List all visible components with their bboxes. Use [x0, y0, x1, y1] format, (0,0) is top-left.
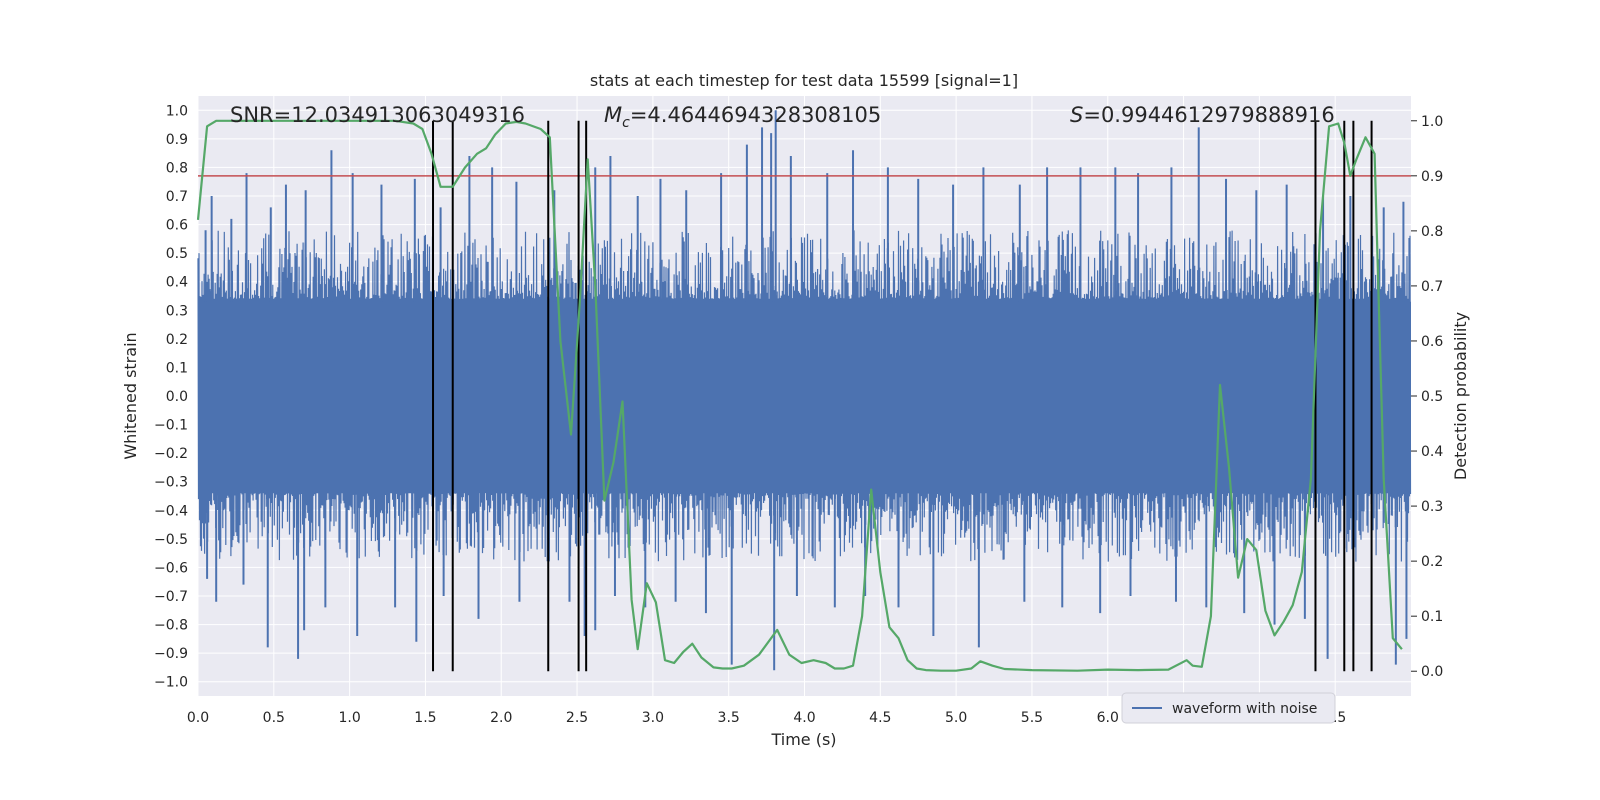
- significance-symbol: S: [1070, 103, 1083, 127]
- y-tick-label: 0.2: [166, 332, 188, 348]
- y2-tick-label: 0.9: [1421, 169, 1443, 185]
- y-tick-label: −0.1: [154, 418, 188, 434]
- chirp-mass-value: =4.4644694328308105: [630, 103, 881, 127]
- y-tick-label: 0.6: [166, 218, 188, 234]
- y-tick-label: −0.7: [154, 589, 188, 605]
- y-tick-label: 1.0: [166, 103, 188, 119]
- axis-ticks: 1.0 0.9 0.8 0.7 0.6 0.5 0.4 0.3 0.2 0.1 0.0 −0.1 −0.…: [154, 103, 1443, 726]
- x-axis-label: Time (s): [770, 730, 836, 749]
- x-tick-label: 3.0: [642, 710, 664, 726]
- y-tick-label: −1.0: [154, 675, 188, 691]
- y-tick-label: −0.4: [154, 503, 188, 519]
- y-axis-label: Whitened strain: [121, 332, 140, 459]
- overlay-lines: [198, 120, 1411, 672]
- x-tick-label: 5.0: [945, 710, 967, 726]
- y2-tick-label: 0.3: [1421, 499, 1443, 515]
- y2-tick-label: 0.8: [1421, 224, 1443, 240]
- x-tick-label: 1.5: [414, 710, 436, 726]
- waveform-series: [197, 110, 1412, 671]
- y-tick-label: 0.3: [166, 303, 188, 319]
- probability-line: [196, 119, 1403, 672]
- y2-axis-label: Detection probability: [1451, 312, 1470, 480]
- y-tick-label: 0.9: [166, 132, 188, 148]
- legend-box: [1121, 692, 1336, 724]
- y-tick-label: 0.8: [166, 160, 188, 176]
- y-tick-label: −0.9: [154, 646, 188, 662]
- y-tick-label: −0.6: [154, 560, 188, 576]
- y-tick-label: 0.1: [166, 360, 188, 376]
- x-tick-label: 0.0: [187, 710, 209, 726]
- probability-series: [196, 119, 1403, 672]
- y2-tick-label: 1.0: [1421, 114, 1443, 130]
- y2-tick-label: 0.2: [1421, 554, 1443, 570]
- x-tick-label: 2.0: [490, 710, 512, 726]
- y-tick-label: 0.0: [166, 389, 188, 405]
- y-tick-label: 0.5: [166, 246, 188, 262]
- x-tick-label: 1.0: [338, 710, 360, 726]
- y-tick-label: 0.7: [166, 189, 188, 205]
- x-tick-label: 6.0: [1097, 710, 1119, 726]
- y2-tick-label: 0.7: [1421, 279, 1443, 295]
- y-tick-label: −0.3: [154, 475, 188, 491]
- chirp-mass-annotation: Mc=4.4644694328308105: [604, 103, 881, 131]
- chart-title: stats at each timestep for test data 155…: [590, 71, 1018, 90]
- y-tick-label: 0.4: [166, 275, 188, 291]
- y-tick-label: −0.5: [154, 532, 188, 548]
- waveform-core-band: [198, 301, 1411, 491]
- y-tick-label: −0.2: [154, 446, 188, 462]
- x-tick-label: 5.5: [1021, 710, 1043, 726]
- x-tick-label: 4.5: [869, 710, 891, 726]
- significance-annotation: S=0.9944612979888916: [1070, 103, 1335, 127]
- x-tick-label: 0.5: [263, 710, 285, 726]
- chirp-mass-subscript: c: [622, 115, 630, 131]
- chirp-mass-symbol: M: [604, 103, 622, 127]
- y2-tick-label: 0.6: [1421, 334, 1443, 350]
- y2-tick-label: 0.0: [1421, 664, 1443, 680]
- legend: waveform with noise: [1121, 692, 1336, 724]
- legend-label: waveform with noise: [1172, 701, 1317, 717]
- x-tick-label: 3.5: [718, 710, 740, 726]
- y-tick-label: −0.8: [154, 618, 188, 634]
- y2-tick-label: 0.4: [1421, 444, 1443, 460]
- y2-tick-label: 0.1: [1421, 609, 1443, 625]
- significance-value: =0.9944612979888916: [1083, 103, 1334, 127]
- x-tick-label: 4.0: [793, 710, 815, 726]
- x-tick-label: 2.5: [566, 710, 588, 726]
- snr-annotation: SNR=12.034913063049316: [230, 103, 525, 127]
- y2-tick-label: 0.5: [1421, 389, 1443, 405]
